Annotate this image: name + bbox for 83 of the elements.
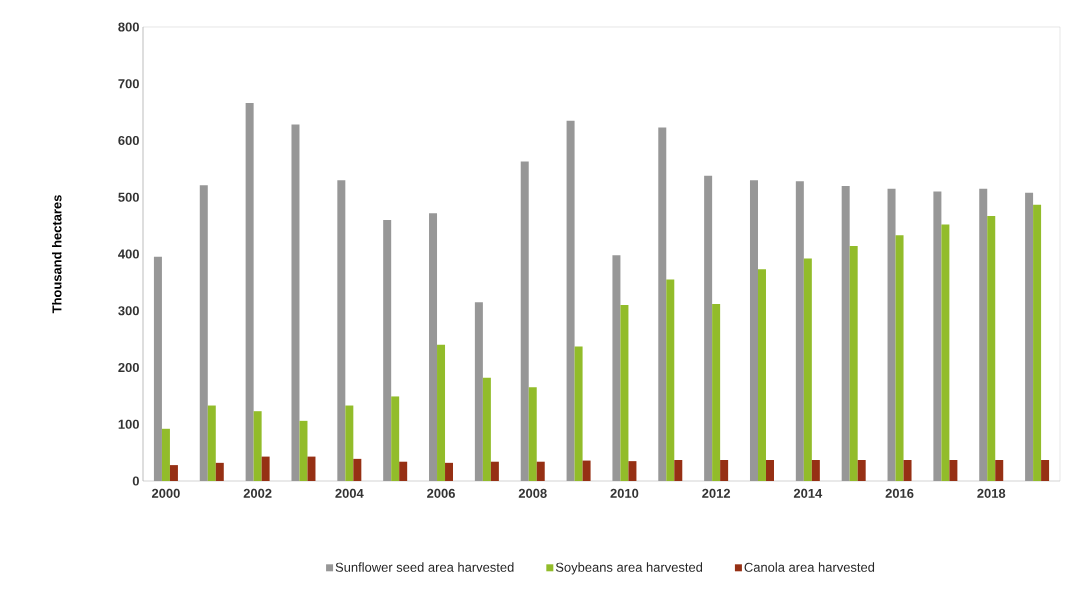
bar xyxy=(383,219,392,481)
bar xyxy=(795,181,804,481)
y-tick-label: 500 xyxy=(118,192,139,202)
bar xyxy=(720,460,729,481)
bar xyxy=(520,161,529,481)
bar xyxy=(299,420,308,481)
bar xyxy=(803,258,812,481)
bar xyxy=(429,213,438,481)
bar xyxy=(987,215,996,481)
bar xyxy=(704,175,713,481)
bar xyxy=(666,279,675,481)
bar xyxy=(933,191,942,481)
bar xyxy=(749,180,758,481)
bar xyxy=(253,411,262,481)
bar xyxy=(337,180,346,481)
x-tick-label: 2002 xyxy=(243,488,272,498)
legend-label: Canola area harvested xyxy=(744,562,875,572)
bar xyxy=(207,405,216,481)
bar xyxy=(941,224,950,481)
bar xyxy=(528,387,537,481)
x-tick-label: 2014 xyxy=(793,488,823,498)
bar xyxy=(345,405,354,481)
bar xyxy=(490,461,499,481)
y-tick-label: 200 xyxy=(118,362,139,373)
x-tick-label: 2008 xyxy=(518,488,547,498)
bar xyxy=(895,235,904,481)
bar xyxy=(445,462,454,481)
bar xyxy=(1033,204,1042,481)
bar xyxy=(757,269,766,481)
x-tick-label: 2010 xyxy=(610,488,639,498)
bar xyxy=(949,460,958,481)
bar xyxy=(391,396,400,481)
bar xyxy=(658,127,667,481)
x-tick-label: 2018 xyxy=(977,488,1006,498)
bar xyxy=(1025,192,1034,481)
y-tick-label: 100 xyxy=(118,419,139,429)
y-tick-label: 800 xyxy=(118,22,139,32)
x-tick-label: 2012 xyxy=(702,488,731,498)
bar xyxy=(628,461,637,481)
bar xyxy=(849,246,858,481)
bar xyxy=(245,103,254,481)
bar xyxy=(857,460,866,481)
bar xyxy=(1041,460,1050,481)
bar xyxy=(574,346,583,481)
bar xyxy=(215,462,224,481)
bar xyxy=(536,461,545,481)
bar xyxy=(566,120,575,481)
y-tick-label: 0 xyxy=(132,476,139,486)
y-tick-label: 600 xyxy=(118,135,139,146)
bar xyxy=(261,456,270,481)
bar xyxy=(169,465,178,481)
legend-label: Sunflower seed area harvested xyxy=(335,562,514,572)
bar xyxy=(161,428,170,481)
x-tick-label: 2000 xyxy=(151,488,180,498)
y-tick-label: 700 xyxy=(118,79,139,89)
bar xyxy=(153,256,162,481)
x-tick-label: 2004 xyxy=(335,488,364,498)
bar xyxy=(291,124,300,481)
bar xyxy=(199,185,208,481)
bar xyxy=(582,460,591,481)
x-tick-label: 2006 xyxy=(427,488,455,498)
y-tick-label: 300 xyxy=(118,306,139,316)
x-tick-label: 2016 xyxy=(885,488,914,498)
bar xyxy=(482,377,491,481)
bar xyxy=(712,303,721,481)
bar xyxy=(612,255,621,481)
bar xyxy=(399,461,408,481)
bar xyxy=(437,344,446,481)
bar xyxy=(353,458,362,481)
bar xyxy=(903,460,912,481)
bar xyxy=(811,460,820,481)
bar xyxy=(765,460,774,481)
bar xyxy=(995,460,1004,481)
bar xyxy=(474,302,483,481)
bar xyxy=(674,460,683,481)
bar xyxy=(887,188,896,481)
bar xyxy=(979,188,988,481)
legend-label: Soybeans area harvested xyxy=(555,562,703,575)
y-tick-label: 400 xyxy=(118,249,139,259)
bar xyxy=(307,456,316,481)
bar xyxy=(841,185,850,481)
bar xyxy=(620,305,629,481)
y-axis-title: Thousand hectares xyxy=(52,195,62,314)
